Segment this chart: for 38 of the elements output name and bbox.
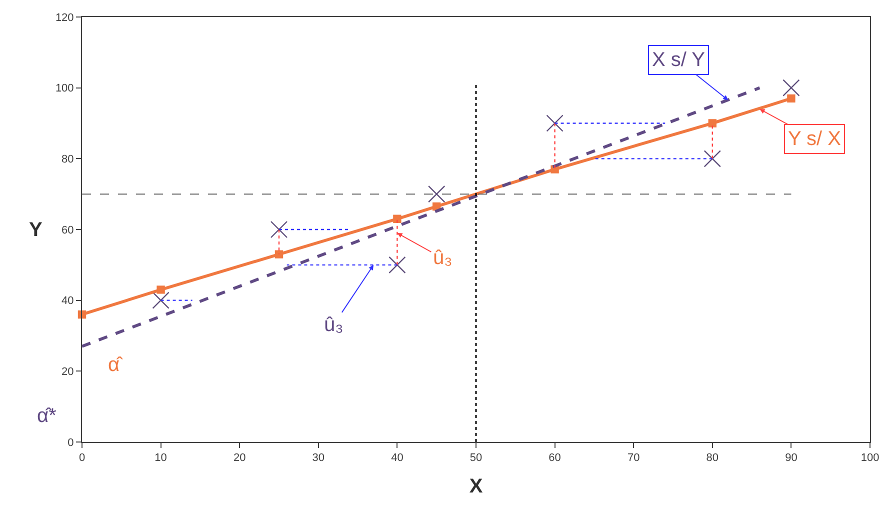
y-tick-label: 80: [62, 154, 74, 166]
x-tick-label: 30: [312, 452, 325, 464]
annotation: û₃: [324, 314, 344, 336]
point: [388, 256, 406, 274]
x-tick-label: 40: [391, 452, 404, 464]
point: [393, 214, 402, 223]
x-tick-label: 60: [548, 452, 561, 464]
x-tick-label: 80: [706, 452, 719, 464]
y-tick-label: 120: [55, 12, 74, 24]
x-tick-label: 10: [154, 452, 167, 464]
y-tick-label: 100: [55, 82, 74, 95]
annotation: û₃: [433, 247, 452, 269]
y-tick-label: 40: [62, 295, 74, 308]
point: [428, 185, 446, 203]
point: [274, 250, 284, 258]
y-tick-label: 60: [62, 224, 74, 236]
point: [156, 286, 165, 294]
x-tick-label: 0: [78, 452, 86, 464]
point: [152, 292, 170, 309]
annotation: Y s/ X: [788, 128, 841, 150]
x-tick-label: 100: [860, 452, 880, 464]
x-tick-label: 70: [627, 452, 640, 464]
point: [704, 150, 721, 168]
point: [546, 114, 564, 132]
point: [270, 220, 288, 238]
annotation: α̂: [108, 354, 124, 376]
point: [708, 119, 716, 128]
y-tick-label: 20: [62, 366, 74, 378]
x-tick-label: 20: [233, 452, 246, 464]
text: α̂*: [37, 405, 57, 427]
x-tick-label: 90: [785, 452, 798, 464]
y-tick-label: 0: [68, 436, 74, 449]
x-tick-label: 50: [470, 452, 482, 464]
y-axis-title: Y: [29, 219, 43, 241]
annotation: X s/ Y: [652, 49, 705, 71]
x-axis-title: X: [469, 476, 484, 498]
point: [782, 79, 800, 96]
point: [787, 94, 796, 103]
